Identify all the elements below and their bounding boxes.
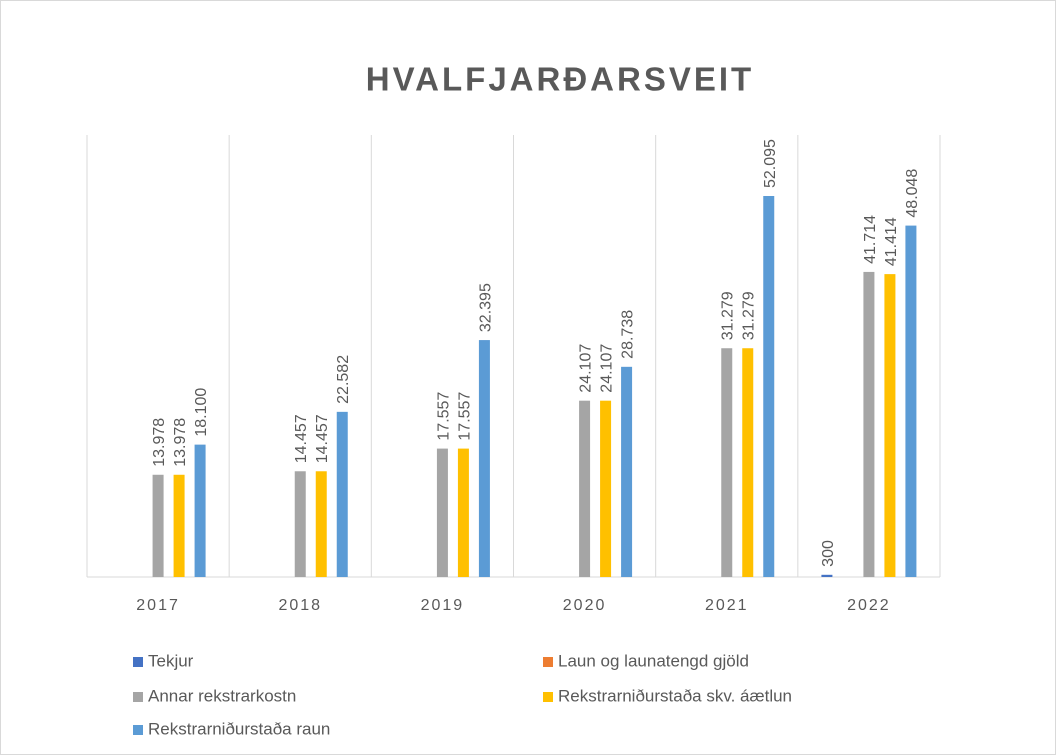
chart-title: HVALFJARÐARSVEIT (366, 61, 754, 98)
x-tick-label: 2020 (563, 597, 607, 614)
data-label: 24.107 (599, 344, 616, 393)
legend-label: Tekjur (148, 651, 194, 670)
x-tick-label: 2017 (136, 597, 180, 614)
bar (600, 400, 612, 577)
data-label: 14.457 (293, 414, 310, 463)
legend-label: Laun og launatengd gjöld (558, 651, 749, 670)
legend-label: Rekstrarniðurstaða skv. áætlun (558, 686, 792, 705)
data-label: 18.100 (193, 388, 210, 437)
bar (336, 411, 348, 577)
data-label: 17.557 (456, 392, 473, 441)
data-label: 41.714 (862, 215, 879, 264)
data-label: 31.279 (741, 291, 758, 340)
bar (621, 366, 633, 577)
data-label: 48.048 (904, 169, 921, 218)
legend-label: Rekstrarniðurstaða raun (148, 719, 330, 738)
data-label: 13.978 (151, 418, 168, 467)
bar (194, 444, 206, 577)
legend-swatch (543, 692, 553, 702)
legend-swatch (543, 657, 553, 667)
data-label: 13.978 (172, 418, 189, 467)
x-tick-label: 2022 (847, 597, 891, 614)
legend-swatch (133, 725, 143, 735)
bar (478, 340, 490, 577)
bar (579, 400, 591, 577)
bar (905, 225, 917, 577)
data-label: 31.279 (720, 291, 737, 340)
legend-swatch (133, 692, 143, 702)
data-label: 22.582 (335, 355, 352, 404)
data-label: 17.557 (435, 392, 452, 441)
data-label: 41.414 (883, 217, 900, 266)
data-label: 24.107 (578, 344, 595, 393)
bar (884, 274, 896, 577)
bar (152, 474, 164, 577)
data-label: 52.095 (762, 139, 779, 188)
bar (763, 196, 775, 577)
bar (721, 348, 733, 577)
bar (742, 348, 754, 577)
bar (821, 574, 833, 577)
data-label: 32.395 (477, 283, 494, 332)
data-label: 28.738 (620, 310, 637, 359)
x-tick-label: 2018 (278, 597, 322, 614)
x-tick-label: 2021 (705, 597, 749, 614)
x-tick-label: 2019 (421, 597, 465, 614)
bar (173, 474, 185, 577)
legend-swatch (133, 657, 143, 667)
data-label: 300 (820, 540, 837, 567)
bar (863, 271, 875, 577)
bar (315, 471, 327, 577)
bar (457, 448, 469, 577)
bar (294, 471, 306, 577)
bar (436, 448, 448, 577)
legend-label: Annar rekstrarkostn (148, 686, 296, 705)
data-label: 14.457 (314, 414, 331, 463)
